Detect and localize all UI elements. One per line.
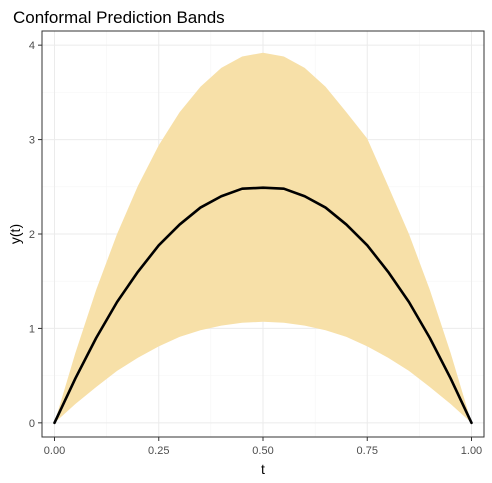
y-tick-label: 4 [29,40,35,52]
y-axis-label: y(t) [7,224,23,244]
prediction-band [54,52,472,423]
y-tick-label: 3 [29,135,35,147]
y-tick-label: 2 [29,229,35,241]
y-tick-label: 1 [29,323,35,335]
x-axis-label: t [261,461,265,477]
plot-marks [53,52,473,425]
x-tick-label: 0.00 [44,445,65,457]
x-tick-label: 1.00 [461,445,482,457]
y-tick-label: 0 [29,418,35,430]
mean-curve-line [53,186,473,425]
axis-ticks: 0.00 0.25 0.50 0.75 1.00 0 1 2 3 4 [29,40,482,457]
x-tick-label: 0.50 [252,445,273,457]
x-tick-label: 0.75 [357,445,378,457]
chart-title: Conformal Prediction Bands [13,8,225,27]
x-tick-label: 0.25 [148,445,169,457]
